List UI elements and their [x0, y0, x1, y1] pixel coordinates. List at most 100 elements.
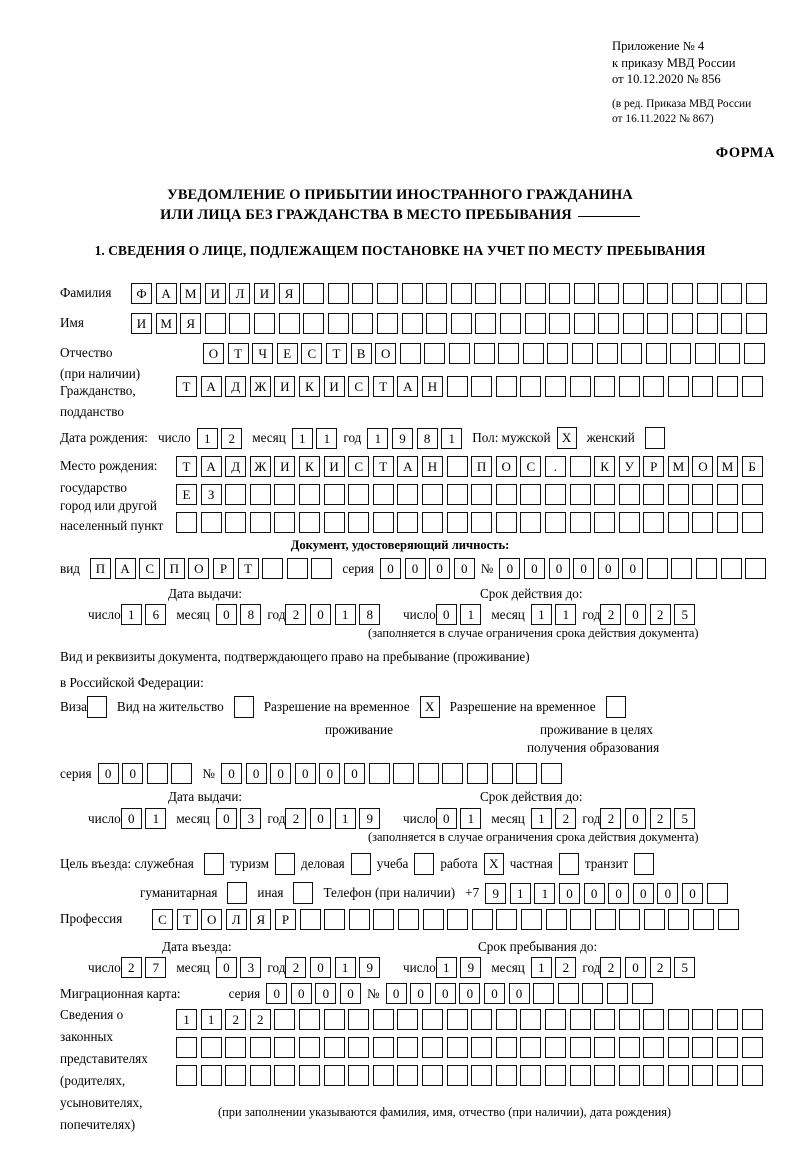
char-cell[interactable] [569, 1009, 591, 1030]
char-cell[interactable] [594, 376, 616, 397]
char-cell[interactable] [598, 283, 620, 304]
char-cell[interactable] [225, 1065, 247, 1086]
visa-checkbox[interactable] [86, 696, 107, 718]
char-cell[interactable]: 2 [649, 604, 671, 625]
char-cell[interactable]: 2 [249, 1009, 271, 1030]
char-cell[interactable] [618, 512, 640, 533]
purpose-other-checkbox[interactable] [293, 882, 314, 904]
char-cell[interactable] [522, 343, 544, 364]
char-cell[interactable]: Т [176, 909, 198, 930]
char-cell[interactable]: 0 [122, 763, 144, 784]
char-cell[interactable] [721, 313, 743, 334]
char-cell[interactable] [397, 512, 419, 533]
char-cell[interactable]: 1 [316, 427, 338, 449]
char-cell[interactable]: 0 [523, 558, 545, 579]
char-cell[interactable] [348, 909, 370, 930]
char-cell[interactable] [274, 512, 296, 533]
char-cell[interactable] [520, 1009, 542, 1030]
char-cell[interactable] [533, 983, 555, 1004]
char-cell[interactable] [262, 558, 284, 579]
char-cell[interactable] [540, 763, 562, 784]
char-cell[interactable] [466, 763, 488, 784]
char-cell[interactable]: 0 [404, 558, 426, 579]
char-cell[interactable]: 0 [625, 957, 647, 978]
char-cell[interactable] [171, 763, 193, 784]
char-cell[interactable] [569, 376, 591, 397]
char-cell[interactable] [631, 983, 653, 1004]
char-cell[interactable]: А [397, 456, 419, 477]
char-cell[interactable]: Т [237, 558, 259, 579]
char-cell[interactable] [692, 376, 714, 397]
legal-rep-cells-line-2[interactable] [176, 1037, 763, 1058]
char-cell[interactable]: 7 [145, 957, 167, 978]
char-cell[interactable] [598, 313, 620, 334]
char-cell[interactable] [471, 909, 493, 930]
char-cell[interactable]: Н [421, 376, 443, 397]
char-cell[interactable] [298, 484, 320, 505]
char-cell[interactable]: А [114, 558, 136, 579]
char-cell[interactable] [741, 512, 763, 533]
char-cell[interactable]: М [180, 283, 202, 304]
char-cell[interactable]: И [274, 456, 296, 477]
char-cell[interactable] [594, 484, 616, 505]
char-cell[interactable]: П [471, 456, 493, 477]
char-cell[interactable]: 2 [120, 957, 142, 978]
char-cell[interactable] [573, 313, 595, 334]
char-cell[interactable] [225, 512, 247, 533]
char-cell[interactable]: 1 [460, 808, 482, 829]
char-cell[interactable] [524, 313, 546, 334]
char-cell[interactable] [520, 484, 542, 505]
char-cell[interactable] [667, 484, 689, 505]
char-cell[interactable] [618, 484, 640, 505]
char-cell[interactable] [372, 1009, 394, 1030]
char-cell[interactable] [721, 283, 743, 304]
char-cell[interactable] [594, 1009, 616, 1030]
char-cell[interactable]: 0 [310, 604, 332, 625]
char-cell[interactable] [672, 283, 694, 304]
char-cell[interactable] [557, 983, 579, 1004]
char-cell[interactable] [323, 1037, 345, 1058]
char-cell[interactable]: Т [325, 343, 347, 364]
char-cell[interactable] [442, 763, 464, 784]
legal-rep-cells-line-3[interactable] [176, 1065, 763, 1086]
char-cell[interactable]: Т [372, 456, 394, 477]
char-cell[interactable] [745, 283, 767, 304]
char-cell[interactable]: 2 [600, 604, 622, 625]
char-cell[interactable] [741, 1065, 763, 1086]
char-cell[interactable] [692, 1037, 714, 1058]
char-cell[interactable] [670, 343, 692, 364]
char-cell[interactable]: 0 [625, 604, 647, 625]
char-cell[interactable] [249, 512, 271, 533]
char-cell[interactable]: Т [372, 376, 394, 397]
char-cell[interactable]: Ч [252, 343, 274, 364]
char-cell[interactable] [471, 1037, 493, 1058]
char-cell[interactable] [303, 283, 325, 304]
char-cell[interactable] [323, 512, 345, 533]
char-cell[interactable]: 1 [291, 427, 313, 449]
char-cell[interactable] [667, 1065, 689, 1086]
char-cell[interactable] [499, 313, 521, 334]
char-cell[interactable]: С [348, 376, 370, 397]
char-cell[interactable] [373, 909, 395, 930]
char-cell[interactable]: 0 [379, 558, 401, 579]
char-cell[interactable] [618, 376, 640, 397]
char-cell[interactable]: 2 [555, 808, 577, 829]
char-cell[interactable] [327, 283, 349, 304]
char-cell[interactable] [352, 313, 374, 334]
char-cell[interactable]: 0 [508, 983, 530, 1004]
char-cell[interactable] [544, 376, 566, 397]
char-cell[interactable] [717, 376, 739, 397]
char-cell[interactable] [495, 484, 517, 505]
char-cell[interactable] [421, 1037, 443, 1058]
char-cell[interactable] [520, 1065, 542, 1086]
char-cell[interactable] [298, 1009, 320, 1030]
char-cell[interactable] [303, 313, 325, 334]
char-cell[interactable] [744, 343, 766, 364]
residence-permit-checkbox[interactable] [233, 696, 254, 718]
char-cell[interactable]: 0 [310, 957, 332, 978]
